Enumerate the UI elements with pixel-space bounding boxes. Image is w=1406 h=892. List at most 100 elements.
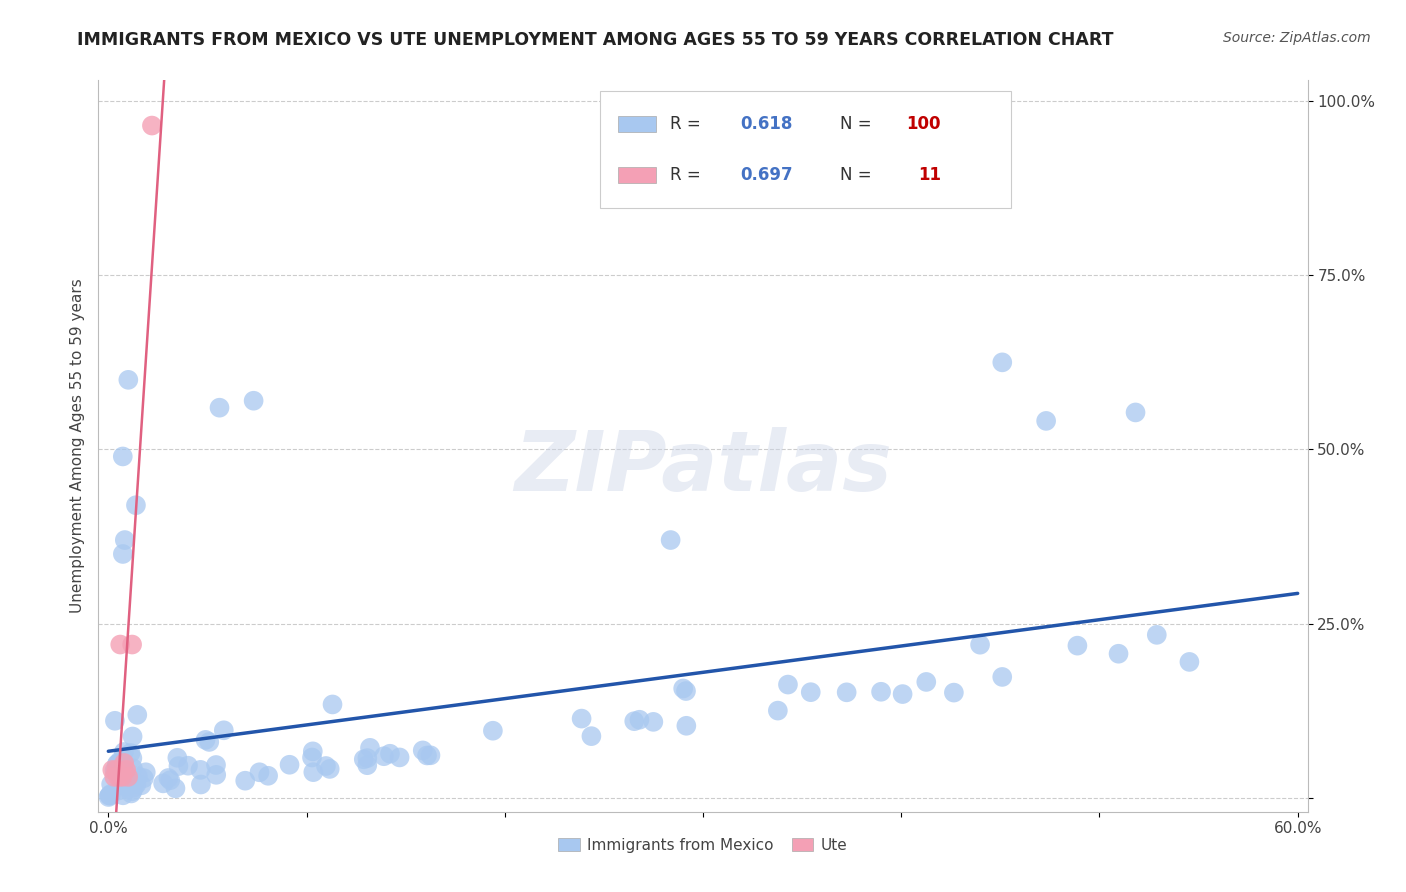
Text: 0.618: 0.618 [741,115,793,133]
Point [132,771,155,785]
Point [122,777,145,791]
Point [388,750,411,764]
Text: R =: R = [671,115,702,133]
Point [412,743,434,757]
FancyBboxPatch shape [600,91,1011,209]
Point [321,698,343,712]
Point [766,704,789,718]
Point [98,789,121,803]
Point [125,777,148,791]
Point [1108,647,1130,661]
Point [108,754,131,768]
Point [107,770,129,784]
Point [249,765,271,780]
Point [125,498,148,512]
Point [103,770,125,784]
Point [278,757,301,772]
Point [117,373,139,387]
Point [205,758,228,772]
Point [98,789,121,803]
Point [121,751,143,765]
Point [301,750,323,764]
Point [104,714,127,728]
Point [110,638,132,652]
Point [111,770,134,784]
Point [416,748,439,763]
Point [118,780,141,794]
Point [315,759,337,773]
Point [152,776,174,790]
Point [353,752,375,766]
Point [115,772,138,787]
Point [870,685,893,699]
Point [991,355,1014,369]
Point [117,772,139,786]
Point [111,547,134,561]
Text: R =: R = [671,167,702,185]
Text: IMMIGRANTS FROM MEXICO VS UTE UNEMPLOYMENT AMONG AGES 55 TO 59 YEARS CORRELATION: IMMIGRANTS FROM MEXICO VS UTE UNEMPLOYME… [77,31,1114,49]
Point [120,746,142,760]
Point [891,687,914,701]
Text: 11: 11 [918,167,941,185]
Point [105,757,128,772]
Point [159,773,181,788]
Point [100,787,122,801]
Point [167,759,190,773]
Point [1035,414,1057,428]
Point [112,756,135,770]
Point [100,777,122,791]
Point [117,770,139,784]
Point [115,763,138,777]
Point [127,769,149,783]
Point [111,450,134,464]
Point [356,758,378,772]
Point [97,790,120,805]
Text: N =: N = [839,167,872,185]
Point [120,787,142,801]
Legend: Immigrants from Mexico, Ute: Immigrants from Mexico, Ute [553,831,853,859]
Point [623,714,645,729]
Point [114,779,136,793]
Point [419,748,441,763]
Text: 0.697: 0.697 [741,167,793,185]
Point [157,771,180,785]
Point [242,393,264,408]
Point [1125,405,1147,419]
Point [190,763,212,777]
Point [675,719,697,733]
Point [114,533,136,547]
Point [208,401,231,415]
Point [675,684,697,698]
Point [111,789,134,803]
Point [122,761,145,775]
Point [166,751,188,765]
Point [194,732,217,747]
Point [177,758,200,772]
Point [571,712,593,726]
Point [135,765,157,780]
Point [122,780,145,795]
FancyBboxPatch shape [619,168,655,184]
FancyBboxPatch shape [619,116,655,132]
Text: Source: ZipAtlas.com: Source: ZipAtlas.com [1223,31,1371,45]
Point [131,778,153,792]
Point [319,762,342,776]
Point [643,714,665,729]
Point [257,769,280,783]
Point [233,773,256,788]
Point [991,670,1014,684]
Point [800,685,823,699]
Point [108,770,131,784]
Point [1146,628,1168,642]
Point [302,765,325,780]
Point [112,745,135,759]
Point [205,768,228,782]
Point [108,783,131,797]
Point [672,681,695,696]
Point [942,685,965,699]
Point [359,740,381,755]
Point [105,756,128,771]
Point [212,723,235,738]
Point [628,713,651,727]
Point [356,751,378,765]
